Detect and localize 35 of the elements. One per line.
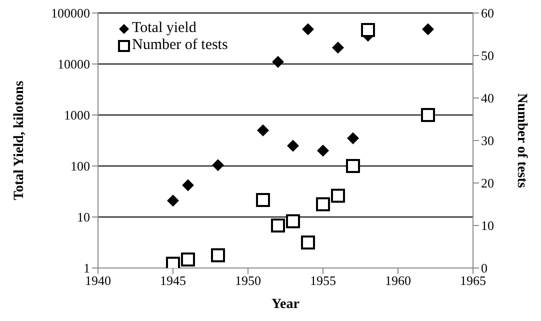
y2-tick-label: 20 [481, 176, 494, 191]
y2-tick-label: 0 [481, 260, 488, 276]
point [182, 179, 194, 192]
point [272, 56, 284, 68]
y2-tick-label: 10 [481, 218, 494, 234]
y2-tick-label: 60 [481, 6, 494, 21]
point [167, 194, 179, 207]
x-tick-label: 1950 [235, 273, 261, 288]
x-tick-label: 1960 [385, 273, 411, 288]
point [302, 23, 314, 36]
y2-tick-label: 40 [481, 90, 494, 106]
point [422, 23, 434, 36]
point [317, 144, 329, 157]
point [347, 132, 359, 144]
x-tick-label: 1940 [85, 273, 111, 288]
y2-tick-label: 50 [481, 48, 494, 64]
x-axis-title: Year [272, 297, 300, 312]
y-tick-label: 10 [77, 210, 90, 225]
y-tick-label: 100 [70, 158, 90, 174]
y-tick-label: 10000 [58, 56, 90, 72]
point [257, 124, 269, 136]
x-tick-label: 1965 [460, 273, 486, 288]
y-tick-label: 1000 [64, 108, 90, 123]
y2-tick-label: 30 [481, 133, 494, 148]
point [287, 140, 299, 152]
point [332, 42, 344, 54]
y-axis-title: Total Yield, kilotons [12, 80, 27, 200]
y2-axis-title: Number of tests [514, 93, 530, 188]
y-tick-label: 100000 [51, 6, 90, 21]
x-tick-label: 1955 [310, 273, 336, 288]
point [212, 159, 224, 172]
y-tick-label: 1 [84, 260, 90, 276]
legend-label: Number of tests [132, 37, 228, 54]
legend-label: Total yield [132, 20, 196, 37]
x-tick-label: 1945 [160, 273, 186, 288]
